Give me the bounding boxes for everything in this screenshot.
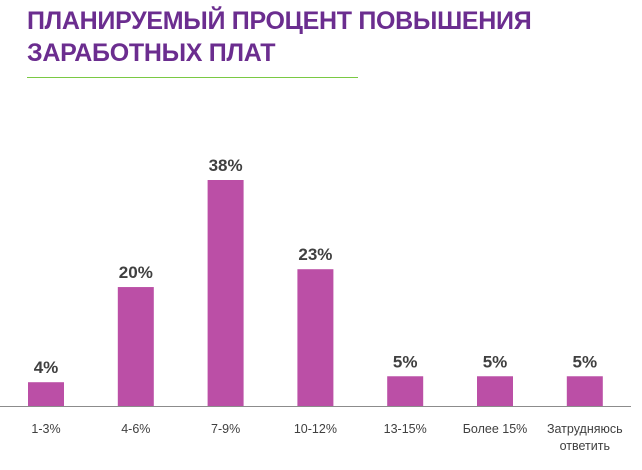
x-tick-label: 7-9% bbox=[211, 422, 240, 436]
data-label: 38% bbox=[209, 156, 243, 175]
data-label: 5% bbox=[393, 352, 418, 371]
chart-title-line-1: ПЛАНИРУЕМЫЙ ПРОЦЕНТ ПОВЫШЕНИЯ bbox=[27, 7, 532, 35]
x-tick-label: 4-6% bbox=[121, 422, 150, 436]
data-label: 23% bbox=[298, 245, 332, 264]
title-underline bbox=[27, 77, 358, 78]
data-label: 4% bbox=[34, 358, 59, 377]
x-tick-label: Более 15% bbox=[463, 422, 528, 436]
bar bbox=[387, 376, 424, 406]
data-label: 5% bbox=[483, 352, 508, 371]
data-label: 20% bbox=[119, 263, 153, 282]
bar bbox=[297, 269, 334, 406]
bar bbox=[28, 382, 64, 406]
x-tick-label: 1-3% bbox=[31, 422, 60, 436]
data-label: 5% bbox=[573, 352, 598, 371]
x-tick-label: ответить bbox=[560, 439, 610, 453]
x-tick-label: 13-15% bbox=[384, 422, 427, 436]
x-tick-label: 10-12% bbox=[294, 422, 337, 436]
chart-title-line-2: ЗАРАБОТНЫХ ПЛАТ bbox=[27, 39, 276, 67]
bar bbox=[117, 287, 154, 406]
bar bbox=[477, 376, 513, 406]
chart-title: ПЛАНИРУЕМЫЙ ПРОЦЕНТ ПОВЫШЕНИЯ ЗАРАБОТНЫХ… bbox=[27, 5, 532, 69]
x-tick-label: Затрудняюсь bbox=[547, 422, 623, 436]
bar bbox=[207, 180, 244, 406]
bar bbox=[566, 376, 603, 406]
